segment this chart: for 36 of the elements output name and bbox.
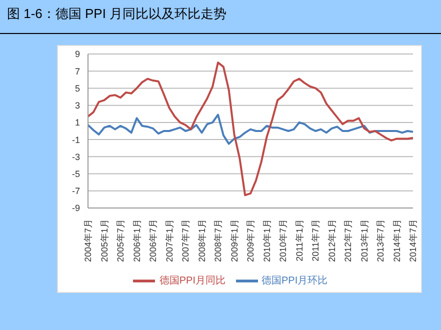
x-tick-label: 2004年7月 [83,219,93,262]
x-tick-label: 2009年7月 [246,219,256,262]
x-tick-label: 2008年7月 [213,219,223,262]
line-series [87,114,414,145]
y-tick-label: 9 [74,49,80,60]
x-tick-label: 2010年1月 [262,219,272,262]
y-tick-label: -3 [72,152,80,162]
chart-title: 图 1-6：德国 PPI 月同比以及环比走势 [7,5,227,23]
x-tick-label: 2006年1月 [132,219,142,262]
x-tick-label: 2009年1月 [229,219,240,262]
x-tick-label: 2012年1月 [326,219,337,262]
x-tick-label: 2010年7月 [278,219,288,262]
legend-label: 德国PPI月环比 [262,276,328,287]
y-tick-label: -7 [72,186,80,196]
y-tick-label: -1 [72,134,80,145]
x-tick-label: 2006年7月 [148,219,158,262]
x-tick-label: 2005年1月 [99,219,110,262]
x-tick-label: 2014年1月 [392,219,402,262]
x-tick-label: 2007年7月 [180,219,190,262]
y-tick-label: -5 [72,168,80,179]
y-tick-label: 5 [74,83,80,94]
x-tick-label: 2013年1月 [359,219,370,262]
x-tick-label: 2014年7月 [408,219,418,262]
y-tick-label: 1 [74,118,80,128]
x-tick-label: 2012年7月 [343,219,353,262]
y-tick-label: 3 [74,100,80,111]
x-tick-label: 2011年7月 [310,219,320,262]
line-series [87,62,414,196]
y-tick-label: -9 [72,203,80,214]
x-tick-label: 2013年7月 [376,219,386,262]
x-tick-label: 2011年1月 [294,219,304,262]
x-tick-label: 2007年1月 [164,219,174,262]
x-tick-label: 2008年1月 [196,219,207,262]
y-tick-label: 7 [74,66,80,76]
x-tick-label: 2005年7月 [116,219,126,262]
legend-label: 德国PPI月同比 [159,276,226,287]
